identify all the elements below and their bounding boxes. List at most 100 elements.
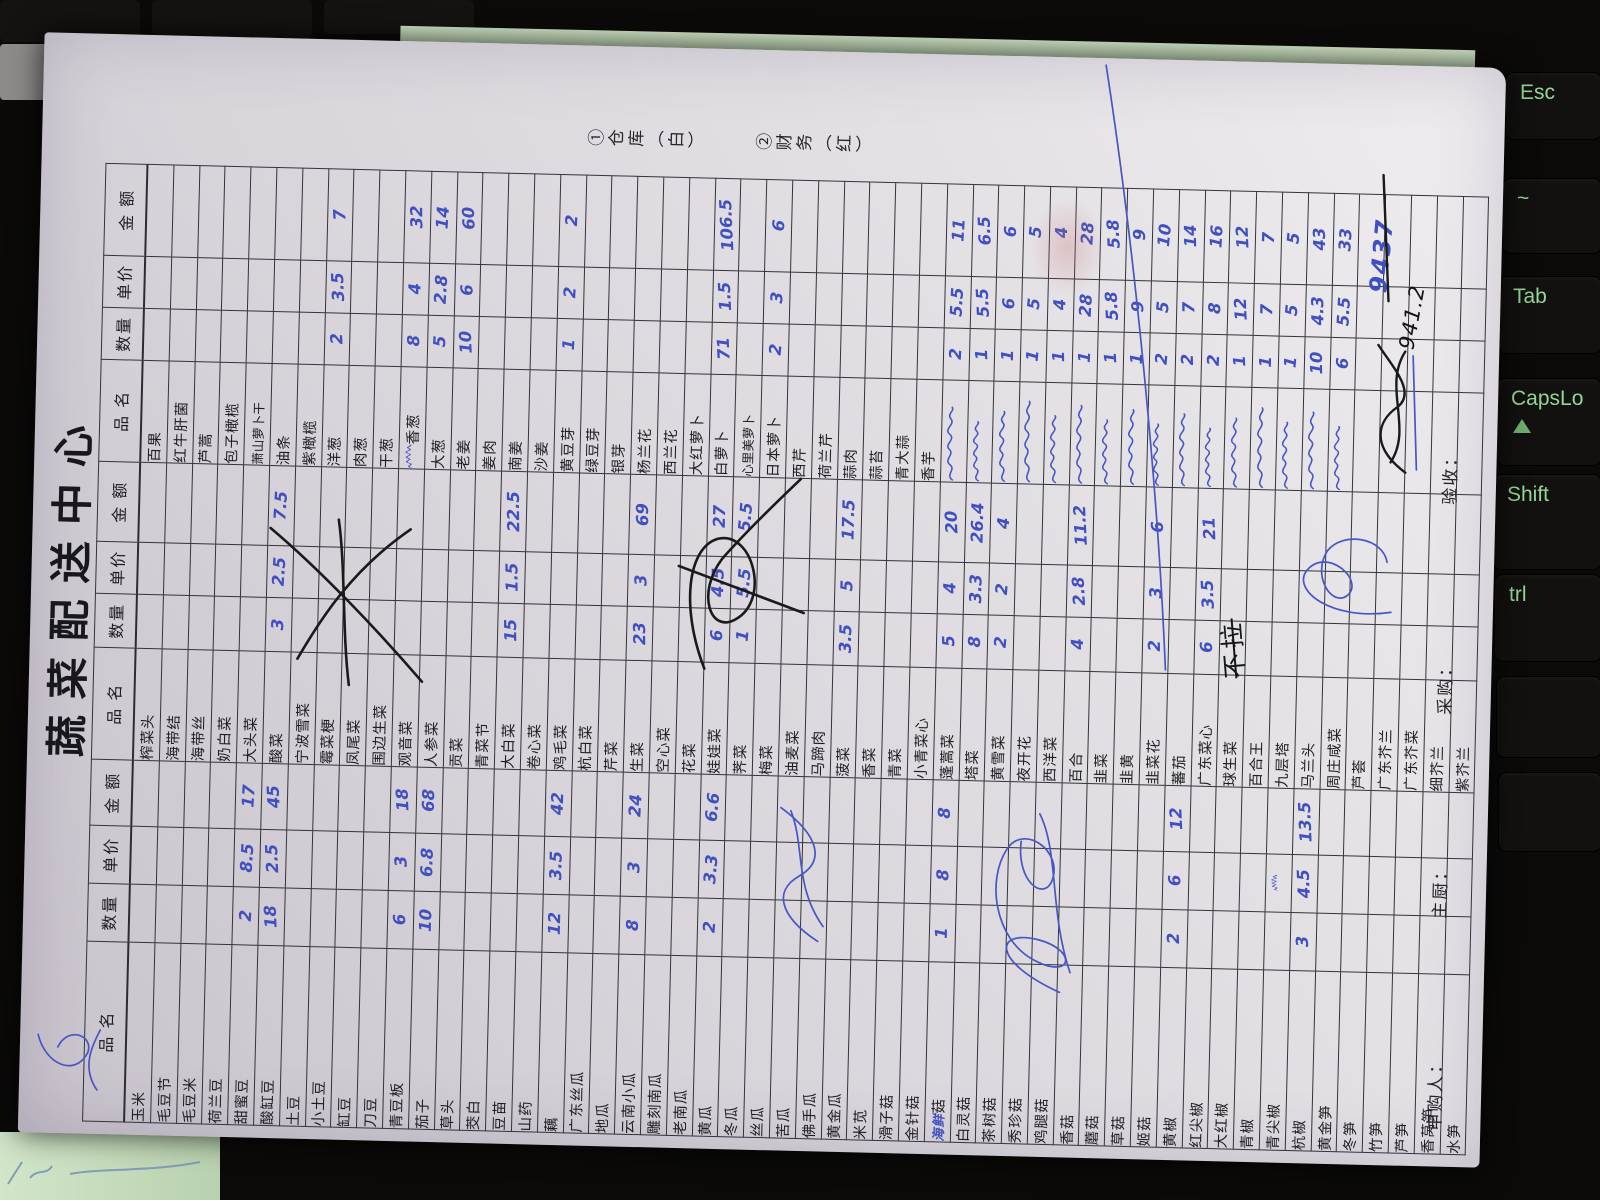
key-shift: Shift — [1492, 474, 1600, 570]
price-cell — [911, 561, 939, 614]
amount-cell — [816, 180, 845, 274]
item-name: 香芋 — [920, 449, 938, 482]
table-row: 红尖椒 广东菜心 6 3.5 21 2 8 16 — [1181, 190, 1232, 1149]
qty-cell — [349, 313, 377, 366]
amount-cell — [790, 180, 819, 273]
name-cell: 油条 — [269, 363, 298, 467]
name-cell: 海带结 — [159, 648, 188, 762]
amount-cell: 6 — [996, 185, 1025, 278]
amount-cell — [1299, 490, 1327, 572]
item-name: 黄瓜 — [698, 1104, 716, 1136]
amount-cell — [145, 164, 174, 257]
qty-cell — [799, 900, 827, 960]
col-header-price: 单价 — [95, 541, 139, 595]
item-name: 百果 — [147, 430, 164, 463]
qty-cell — [246, 310, 274, 364]
amount-cell — [757, 477, 786, 559]
key-tab: Tab — [1498, 276, 1600, 354]
qty-cell — [1083, 907, 1111, 967]
item-name: 大头菜 — [242, 715, 261, 763]
qty-cell — [368, 599, 396, 655]
amount-cell — [853, 777, 882, 845]
item-name: 丝瓜 — [749, 1105, 767, 1138]
item-name: 地瓜 — [595, 1102, 612, 1134]
amount-cell — [1343, 789, 1372, 857]
qty-cell — [335, 889, 363, 948]
price-cell — [273, 259, 301, 313]
qty-cell — [213, 596, 241, 651]
name-cell: 红牛肝菌 — [166, 360, 195, 464]
price-cell — [1368, 856, 1396, 916]
price-cell: 5 — [1150, 280, 1178, 334]
item-name: 苦瓜 — [775, 1106, 793, 1138]
qty-cell: 8 — [401, 314, 429, 368]
amount-cell — [300, 168, 329, 261]
key-esc-label: Esc — [1520, 81, 1556, 104]
amount-cell — [1221, 488, 1250, 570]
amount-cell — [1060, 782, 1088, 850]
amount-cell — [738, 178, 767, 272]
item-name: 刀豆 — [363, 1096, 380, 1128]
qty-cell — [445, 601, 473, 657]
price-cell — [214, 544, 242, 597]
name-cell: 西洋菜 — [1036, 670, 1065, 783]
price-cell: 4 — [402, 262, 430, 316]
item-name: 洋葱 — [327, 435, 345, 467]
price-cell — [1007, 847, 1035, 907]
price-cell — [505, 265, 533, 318]
qty-cell — [220, 310, 248, 363]
qty-cell: 2 — [762, 323, 790, 377]
qty-cell — [567, 894, 595, 954]
qty-cell — [522, 603, 551, 659]
item-name: 生菜 — [629, 740, 647, 773]
name-cell: 酸菜 — [262, 651, 291, 764]
name-cell — [1223, 386, 1253, 490]
price-cell — [317, 546, 346, 600]
handwritten-scribble — [1127, 409, 1135, 486]
qty-cell — [1341, 913, 1369, 973]
amount-cell — [912, 481, 941, 562]
amount-cell — [635, 176, 664, 269]
qty-cell — [187, 595, 215, 651]
price-cell — [465, 834, 493, 893]
price-cell — [1014, 563, 1042, 617]
amount-cell: 42 — [544, 770, 572, 837]
qty-cell — [780, 609, 808, 665]
qty-cell — [515, 893, 543, 953]
qty-cell — [530, 317, 558, 371]
footer-buyer-label: 采购： — [1435, 657, 1456, 715]
price-cell — [892, 274, 920, 328]
qty-cell — [1012, 615, 1041, 671]
qty-cell — [876, 902, 905, 962]
handwritten-scribble — [1050, 415, 1057, 484]
price-cell: 7 — [1253, 283, 1281, 337]
price-cell — [608, 267, 636, 321]
name-cell: 黄豆芽 — [553, 370, 582, 473]
amount-cell — [595, 771, 624, 839]
price-cell — [1091, 565, 1119, 619]
price-cell — [646, 838, 674, 898]
qty-cell: 2 — [696, 898, 724, 957]
item-name: 老南瓜 — [672, 1088, 690, 1136]
price-cell: 7 — [1176, 281, 1204, 335]
item-name: 缸豆 — [337, 1095, 355, 1128]
name-cell: 蒜肉 — [836, 377, 866, 480]
handwritten-scribble — [1230, 417, 1238, 488]
price-cell — [362, 831, 390, 891]
footer-inspector-label: 验收： — [1440, 447, 1461, 506]
qty-cell — [787, 324, 815, 377]
price-cell — [866, 273, 894, 327]
name-cell: 大葱 — [424, 367, 453, 470]
price-cell — [491, 834, 519, 894]
qty-cell — [478, 316, 506, 370]
item-name: 黄豆芽 — [559, 425, 577, 473]
price-cell — [1401, 573, 1429, 626]
qty-cell — [902, 903, 930, 962]
price-cell — [350, 261, 378, 314]
amount-cell — [319, 466, 347, 548]
item-name: 人参菜 — [423, 720, 441, 768]
item-name: 油麦菜 — [784, 729, 802, 776]
amount-cell — [1453, 494, 1482, 576]
amount-cell — [1247, 489, 1276, 570]
name-cell: 人参菜 — [417, 655, 446, 768]
